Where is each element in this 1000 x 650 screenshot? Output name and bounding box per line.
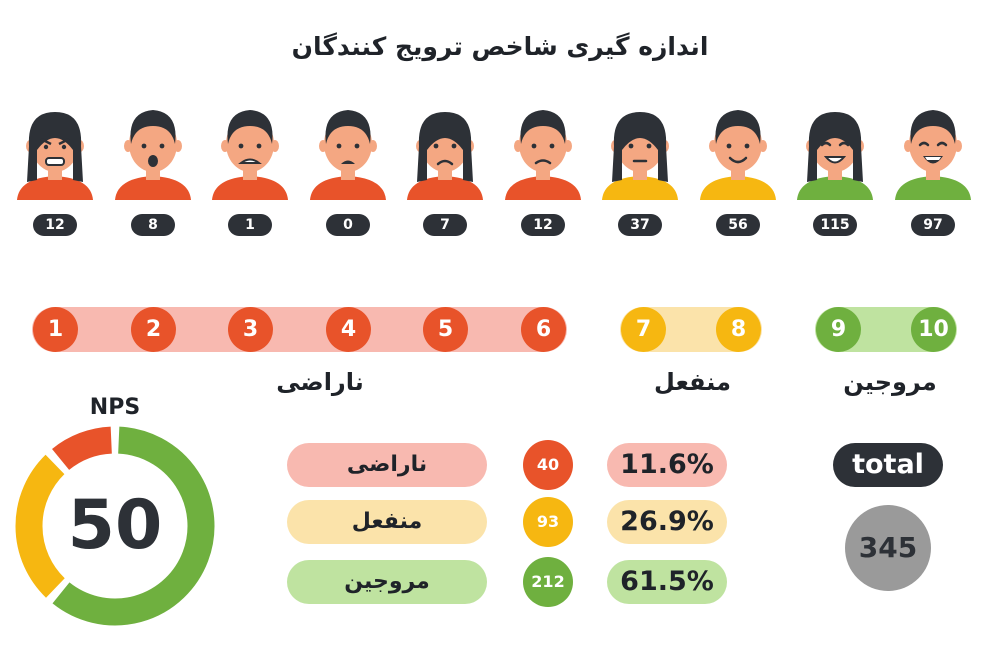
total-label: total bbox=[833, 443, 943, 487]
nps-donut bbox=[15, 426, 215, 626]
summary-count-passives: 93 bbox=[523, 497, 573, 547]
face-score-8 bbox=[698, 100, 778, 200]
face-avatar-icon bbox=[17, 112, 93, 200]
nps-label: NPS bbox=[89, 395, 141, 420]
score-circle-8: 8 bbox=[716, 307, 761, 352]
face-score-5 bbox=[405, 100, 485, 200]
promoters-label: مروجین bbox=[843, 368, 937, 396]
count-badge-score-10: 97 bbox=[911, 214, 955, 236]
face-avatar-icon bbox=[797, 112, 873, 200]
count-badge-score-6: 12 bbox=[521, 214, 565, 236]
total-value: 345 bbox=[845, 505, 931, 591]
donut-segment-passives bbox=[15, 454, 66, 598]
detractors-label: ناراضی bbox=[276, 368, 364, 396]
score-circle-10: 10 bbox=[911, 307, 956, 352]
face-avatar-icon bbox=[505, 110, 581, 200]
count-badge-score-1: 12 bbox=[33, 214, 77, 236]
score-circle-6: 6 bbox=[521, 307, 566, 352]
summary-count-detractors: 40 bbox=[523, 440, 573, 490]
score-circle-7: 7 bbox=[621, 307, 666, 352]
face-score-3 bbox=[210, 100, 290, 200]
face-score-9 bbox=[795, 100, 875, 200]
summary-percent-promoters: 61.5% bbox=[607, 560, 727, 604]
summary-count-promoters: 212 bbox=[523, 557, 573, 607]
summary-label-passives: منفعل bbox=[287, 500, 487, 544]
summary-label-promoters: مروجین bbox=[287, 560, 487, 604]
passives-label: منفعل bbox=[654, 368, 731, 396]
face-avatar-icon bbox=[407, 112, 483, 200]
count-badge-score-7: 37 bbox=[618, 214, 662, 236]
donut-segment-promoters bbox=[52, 426, 215, 626]
score-circle-5: 5 bbox=[423, 307, 468, 352]
summary-label-detractors: ناراضی bbox=[287, 443, 487, 487]
nps-value: 50 bbox=[67, 486, 163, 565]
count-badge-score-8: 56 bbox=[716, 214, 760, 236]
face-avatar-icon bbox=[212, 110, 288, 200]
count-badge-score-3: 1 bbox=[228, 214, 272, 236]
score-circle-1: 1 bbox=[33, 307, 78, 352]
face-avatar-icon bbox=[115, 110, 191, 200]
summary-percent-detractors: 11.6% bbox=[607, 443, 727, 487]
face-score-4 bbox=[308, 100, 388, 200]
face-score-7 bbox=[600, 100, 680, 200]
score-circle-3: 3 bbox=[228, 307, 273, 352]
count-badge-score-5: 7 bbox=[423, 214, 467, 236]
face-score-10 bbox=[893, 100, 973, 200]
score-circle-9: 9 bbox=[816, 307, 861, 352]
count-badge-score-2: 8 bbox=[131, 214, 175, 236]
detractor-band bbox=[32, 307, 567, 352]
summary-percent-passives: 26.9% bbox=[607, 500, 727, 544]
score-circle-4: 4 bbox=[326, 307, 371, 352]
face-avatar-icon bbox=[602, 112, 678, 200]
face-avatar-icon bbox=[700, 110, 776, 200]
face-score-6 bbox=[503, 100, 583, 200]
count-badge-score-9: 115 bbox=[813, 214, 857, 236]
face-score-2 bbox=[113, 100, 193, 200]
face-score-1 bbox=[15, 100, 95, 200]
score-circle-2: 2 bbox=[131, 307, 176, 352]
count-badge-score-4: 0 bbox=[326, 214, 370, 236]
donut-segment-detractors bbox=[52, 426, 113, 471]
face-avatar-icon bbox=[895, 110, 971, 200]
chart-title: اندازه گیری شاخص ترویج کنندگان bbox=[291, 32, 709, 61]
face-avatar-icon bbox=[310, 110, 386, 200]
